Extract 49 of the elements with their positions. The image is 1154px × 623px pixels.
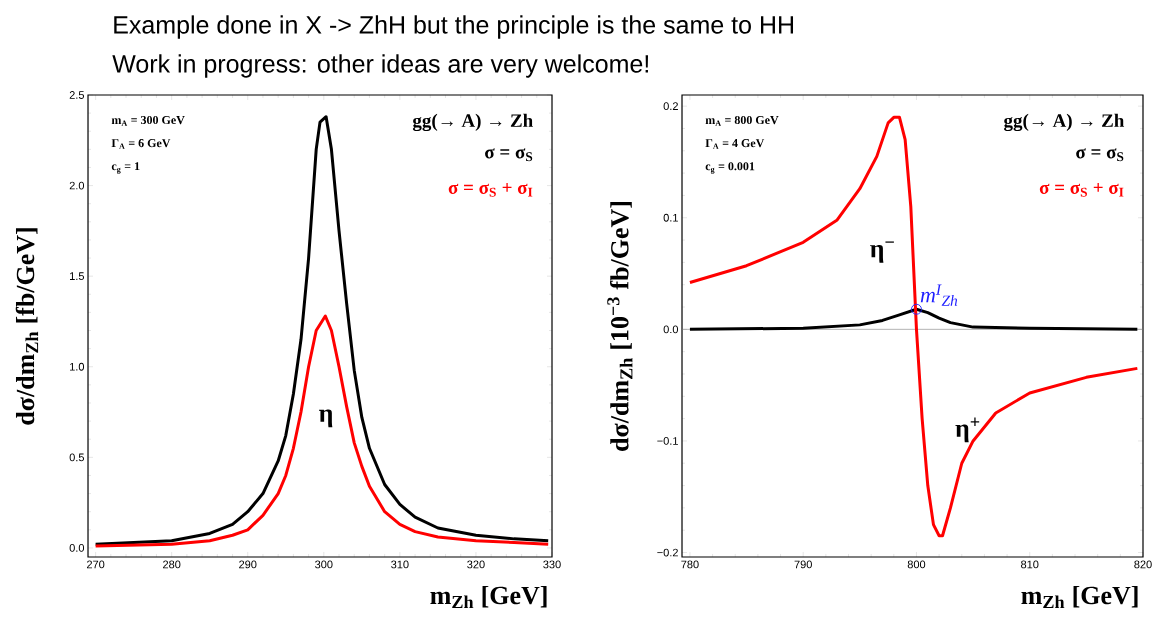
y-tick-label: 0.2 (663, 102, 678, 111)
y-tick-label: −0.2 (657, 548, 678, 557)
y-tick-label: 0.1 (663, 213, 678, 222)
annotation: η (319, 409, 333, 428)
annotation: m$_{A}$ = 300 GeV (111, 115, 185, 126)
y-tick-label: 1.0 (70, 362, 85, 371)
annotation: c$_{g}$ = 1 (111, 162, 140, 174)
line-series (94, 314, 550, 548)
annotation: Γ$_{A}$ = 6 GeV (111, 139, 171, 149)
line-series (94, 115, 550, 546)
y-tick-label: 2.5 (69, 91, 85, 99)
x-tick-label: 780 (681, 560, 699, 569)
x-tick-label: 800 (907, 560, 926, 569)
x-tick-label: 320 (467, 560, 485, 569)
y-axis-title: dσ/dm$_{Zh}$ [fb/GeV] (15, 228, 39, 425)
annotation: η$^{+}$ (955, 417, 980, 443)
annotation: η$^{−}$ (870, 241, 894, 263)
legend-title: gg(→ A) → Zh (412, 113, 533, 132)
chart-subtitle: Work in progress: other ideas are very welcome! (112, 54, 649, 78)
chart-title: Example done in X -> ZhH but the principle is the same to HH (114, 15, 794, 39)
y-tick-label: 2.0 (69, 181, 85, 190)
x-tick-label: 820 (1134, 560, 1152, 569)
text: σ = σ$_{S}$ (485, 148, 533, 162)
x-tick-label: 280 (163, 560, 181, 569)
line-series (688, 307, 1139, 331)
text: σ = σ$_{S}$ + σ$_{I}$ (448, 182, 533, 197)
annotation: m$_{A}$ = 800 GeV (705, 115, 779, 126)
y-tick-label: 0.5 (69, 453, 85, 462)
series-label: m$^{I}$Zh (920, 284, 958, 306)
x-tick-label: 810 (1021, 560, 1039, 569)
annotation: c$_{g}$ = 0.001 (705, 162, 755, 174)
line-series (688, 115, 1139, 538)
x-tick-label: 310 (391, 560, 409, 569)
y-tick-label: 0.0 (69, 544, 85, 552)
y-tick-label: −0.1 (657, 437, 678, 445)
x-tick-label: 790 (794, 560, 812, 569)
text: σ = σ$_{S}$ (1076, 148, 1124, 162)
y-tick-label: 1.5 (70, 272, 85, 280)
text: σ = σ$_{S}$ + σ$_{I}$ (1039, 182, 1124, 197)
y-axis-title: dσ/dm$_{Zh}$ [10$^{−3}$ fb/GeV] (607, 201, 633, 451)
x-tick-label: 300 (315, 560, 333, 569)
annotation: Γ$_{A}$ = 4 GeV (705, 139, 765, 149)
x-tick-label: 270 (86, 560, 105, 569)
x-axis-title: m$_{Zh}$ [GeV] (1021, 585, 1138, 609)
x-tick-label: 330 (543, 560, 561, 569)
x-axis-title: m$_{Zh}$ [GeV] (430, 585, 547, 609)
legend-title: gg(→ A) → Zh (1004, 113, 1125, 132)
x-tick-label: 290 (239, 560, 257, 569)
y-tick-label: 0.0 (663, 325, 679, 334)
